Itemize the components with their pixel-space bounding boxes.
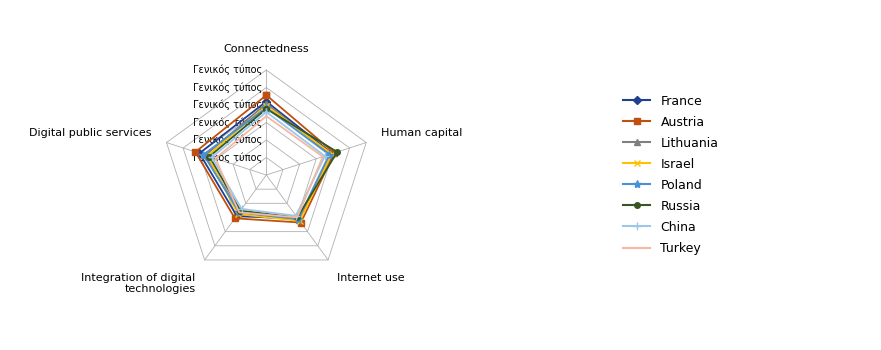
- Legend: France, Austria, Lithuania, Israel, Poland, Russia, China, Turkey: France, Austria, Lithuania, Israel, Pola…: [623, 94, 718, 256]
- Text: Γενικός τύπος: Γενικός τύπος: [193, 117, 263, 128]
- Text: Γενικός τύπος: Γενικός τύπος: [193, 82, 263, 93]
- Text: Γενικός τύπος: Γενικός τύπος: [193, 65, 263, 75]
- Text: Integration of digital
technologies: Integration of digital technologies: [81, 273, 196, 294]
- Text: Internet use: Internet use: [337, 273, 405, 283]
- Text: Γενικός τύπος: Γενικός τύπος: [193, 152, 263, 163]
- Text: Γενικός τύπος: Γενικός τύπος: [193, 100, 263, 110]
- Text: Γενικός τύπος: Γενικός τύπος: [193, 135, 263, 145]
- Text: Digital public services: Digital public services: [29, 128, 152, 138]
- Text: Connectedness: Connectedness: [224, 44, 309, 54]
- Text: Human capital: Human capital: [381, 128, 463, 138]
